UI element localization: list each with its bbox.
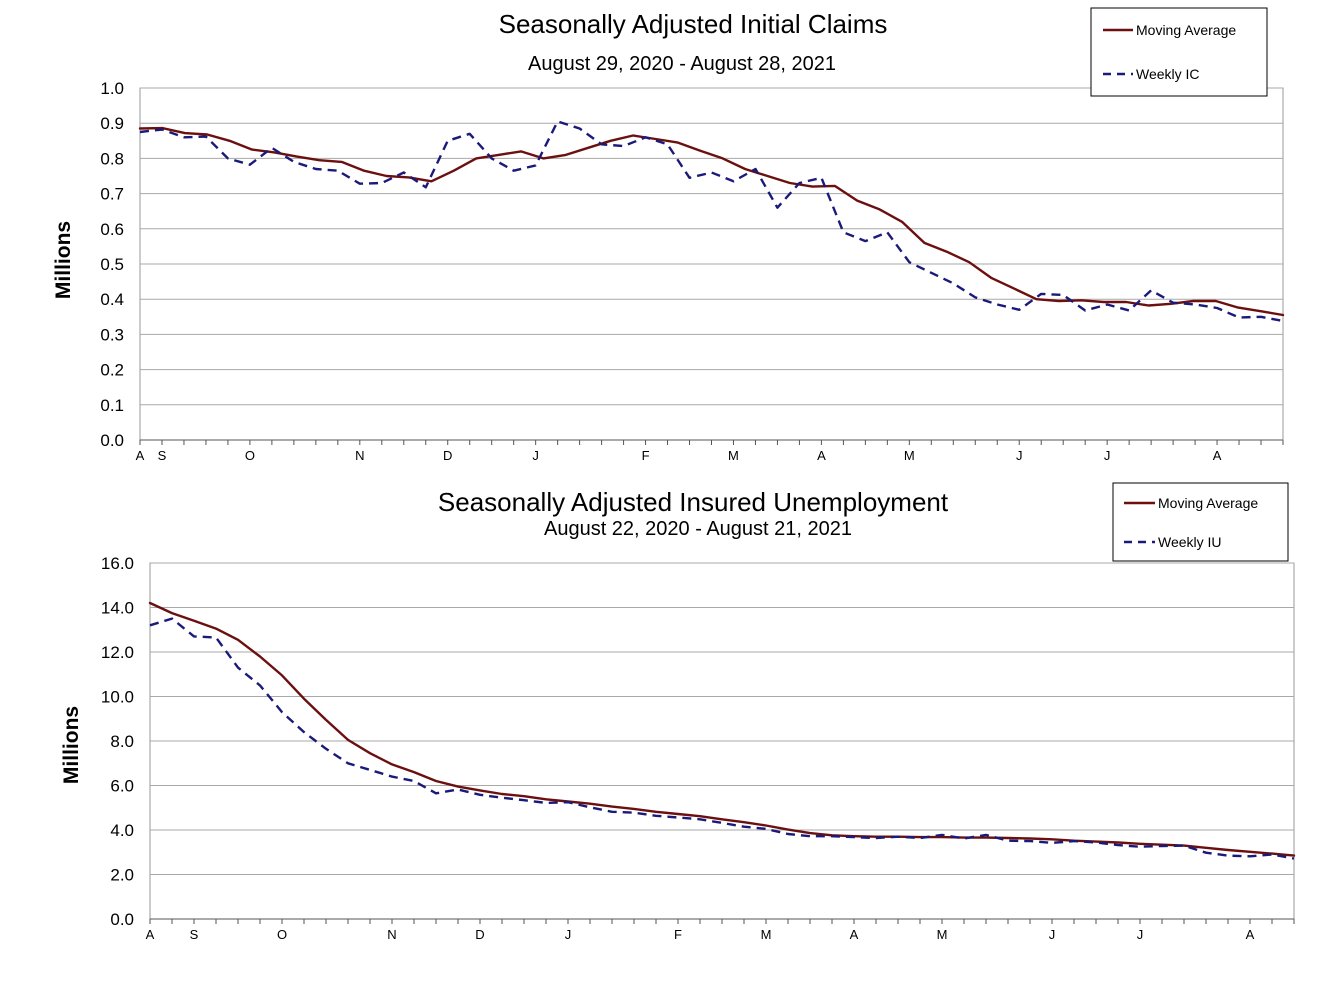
chart1-title: Seasonally Adjusted Initial Claims	[499, 9, 888, 39]
chart2-legend-box	[1112, 482, 1289, 562]
chart1-gridlines	[139, 87, 1284, 441]
chart2-legend-weekly-label: Weekly IU	[1158, 534, 1222, 550]
x-tick-label: D	[443, 448, 452, 463]
x-tick-label: N	[387, 927, 396, 942]
initial-claims-chart: Seasonally Adjusted Initial Claims Augus…	[52, 7, 1285, 463]
chart2-series	[148, 601, 1296, 860]
x-tick-label: O	[277, 927, 287, 942]
weekly-series-line	[139, 120, 1284, 323]
x-tick-label: A	[850, 927, 859, 942]
y-tick-label: 0.8	[100, 149, 124, 168]
weekly-series-line	[149, 617, 1295, 860]
x-tick-label: J	[565, 927, 572, 942]
chart2-legend: Moving Average Weekly IU	[1112, 482, 1289, 562]
x-tick-label: J	[1016, 448, 1023, 463]
x-tick-label: A	[136, 448, 145, 463]
x-tick-label: M	[904, 448, 915, 463]
chart1-series	[138, 120, 1285, 323]
moving-average-line	[148, 601, 1296, 857]
insured-unemployment-chart: Seasonally Adjusted Insured Unemployment…	[60, 482, 1296, 942]
chart2-subtitle: August 22, 2020 - August 21, 2021	[544, 518, 852, 540]
x-tick-label: A	[817, 448, 826, 463]
y-tick-label: 0.0	[100, 431, 124, 450]
chart1-legend-weekly-label: Weekly IC	[1136, 66, 1200, 82]
moving-average-line	[138, 126, 1285, 317]
y-tick-label: 4.0	[110, 821, 134, 840]
x-tick-label: F	[642, 448, 650, 463]
x-tick-label: A	[1246, 927, 1255, 942]
y-tick-label: 6.0	[110, 777, 134, 796]
chart2-ylabel: Millions	[60, 706, 83, 784]
chart2-legend-ma-label: Moving Average	[1158, 495, 1258, 511]
y-tick-label: 16.0	[101, 554, 134, 573]
y-tick-label: 14.0	[101, 599, 134, 618]
x-tick-label: J	[1104, 448, 1111, 463]
x-tick-label: N	[355, 448, 364, 463]
x-tick-label: M	[937, 927, 948, 942]
x-tick-label: A	[146, 927, 155, 942]
chart2-title: Seasonally Adjusted Insured Unemployment	[438, 487, 949, 517]
chart1-ylabel: Millions	[52, 221, 75, 299]
y-tick-label: 0.7	[100, 185, 124, 204]
y-tick-label: 0.9	[100, 114, 124, 133]
y-tick-label: 0.5	[100, 255, 124, 274]
x-tick-label: J	[1137, 927, 1144, 942]
x-tick-label: J	[1049, 927, 1056, 942]
x-tick-label: A	[1213, 448, 1222, 463]
x-tick-label: M	[761, 927, 772, 942]
y-tick-label: 0.1	[100, 396, 124, 415]
chart1-subtitle: August 29, 2020 - August 28, 2021	[528, 53, 836, 75]
y-tick-label: 0.6	[100, 220, 124, 239]
x-tick-label: J	[532, 448, 539, 463]
y-tick-label: 12.0	[101, 643, 134, 662]
y-tick-label: 0.2	[100, 361, 124, 380]
y-tick-label: 10.0	[101, 688, 134, 707]
x-tick-label: S	[158, 448, 167, 463]
chart2-y-ticks: 0.0 2.0 4.0 6.0 8.0 10.0 12.0 14.0 16.0	[101, 554, 134, 929]
x-tick-label: S	[190, 927, 199, 942]
y-tick-label: 8.0	[110, 732, 134, 751]
x-tick-label: F	[674, 927, 682, 942]
x-tick-label: O	[245, 448, 255, 463]
chart2-gridlines	[149, 562, 1295, 920]
chart1-y-ticks: 0.0 0.1 0.2 0.3 0.4 0.5 0.6 0.7 0.8 0.9 1.0	[100, 79, 124, 450]
chart1-legend-ma-label: Moving Average	[1136, 22, 1236, 38]
y-tick-label: 0.3	[100, 325, 124, 344]
x-tick-label: M	[728, 448, 739, 463]
chart1-legend-box	[1090, 7, 1268, 97]
x-tick-label: D	[475, 927, 484, 942]
y-tick-label: 2.0	[110, 866, 134, 885]
y-tick-label: 1.0	[100, 79, 124, 98]
y-tick-label: 0.0	[110, 910, 134, 929]
y-tick-label: 0.4	[100, 290, 124, 309]
chart1-legend: Moving Average Weekly IC	[1090, 7, 1268, 97]
